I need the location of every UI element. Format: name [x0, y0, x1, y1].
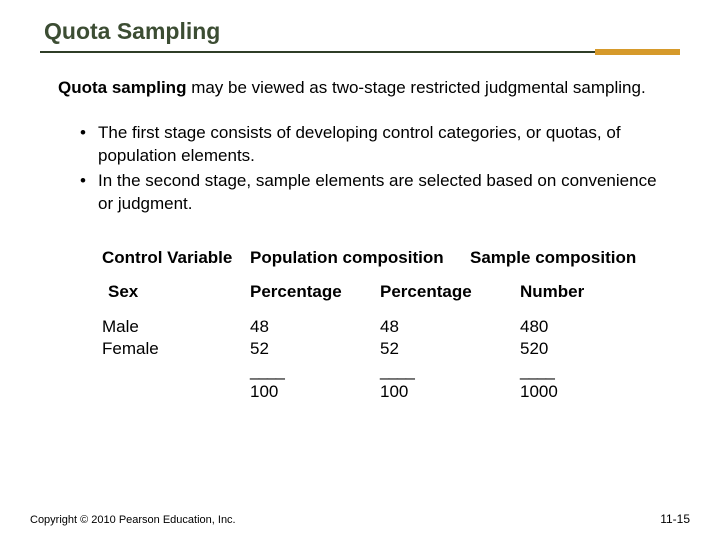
table-row: Male 48 48 480 [102, 316, 680, 338]
row-label: Male [102, 316, 250, 338]
rule-underline: ____ [520, 360, 640, 382]
total-pop-pct: 100 [250, 382, 380, 402]
rule-underline: ____ [250, 360, 380, 382]
title-rule [40, 51, 680, 53]
subheader-percentage-samp: Percentage [380, 282, 520, 302]
row-pop-pct: 52 [250, 338, 380, 360]
rule-spacer [102, 360, 250, 382]
intro-paragraph: Quota sampling may be viewed as two-stag… [40, 77, 680, 100]
quota-table: Control Variable Population composition … [40, 248, 680, 402]
table-rule-row: ____ ____ ____ [102, 360, 680, 382]
copyright-text: Copyright © 2010 Pearson Education, Inc. [30, 514, 236, 526]
header-sample: Sample composition [470, 248, 670, 268]
rule-underline: ____ [380, 360, 520, 382]
page-number: 11-15 [660, 512, 690, 526]
header-control-variable: Control Variable [102, 248, 250, 268]
intro-term: Quota sampling [58, 78, 186, 97]
row-samp-num: 520 [520, 338, 640, 360]
bullet-list: The first stage consists of developing c… [40, 122, 680, 216]
table-subheader-row: Sex Percentage Percentage Number [102, 282, 680, 302]
intro-rest: may be viewed as two-stage restricted ju… [186, 78, 645, 97]
subheader-percentage-pop: Percentage [250, 282, 380, 302]
total-spacer [102, 382, 250, 402]
row-samp-pct: 52 [380, 338, 520, 360]
table-header-row: Control Variable Population composition … [102, 248, 680, 268]
bullet-item: In the second stage, sample elements are… [80, 170, 668, 216]
total-samp-pct: 100 [380, 382, 520, 402]
subheader-number: Number [520, 282, 640, 302]
total-samp-num: 1000 [520, 382, 640, 402]
slide-footer: Copyright © 2010 Pearson Education, Inc.… [30, 512, 690, 526]
slide-title: Quota Sampling [40, 18, 680, 45]
subheader-sex: Sex [102, 282, 250, 302]
table-row: Female 52 52 520 [102, 338, 680, 360]
row-samp-num: 480 [520, 316, 640, 338]
row-pop-pct: 48 [250, 316, 380, 338]
row-label: Female [102, 338, 250, 360]
table-total-row: 100 100 1000 [102, 382, 680, 402]
header-population: Population composition [250, 248, 470, 268]
row-samp-pct: 48 [380, 316, 520, 338]
bullet-item: The first stage consists of developing c… [80, 122, 668, 168]
